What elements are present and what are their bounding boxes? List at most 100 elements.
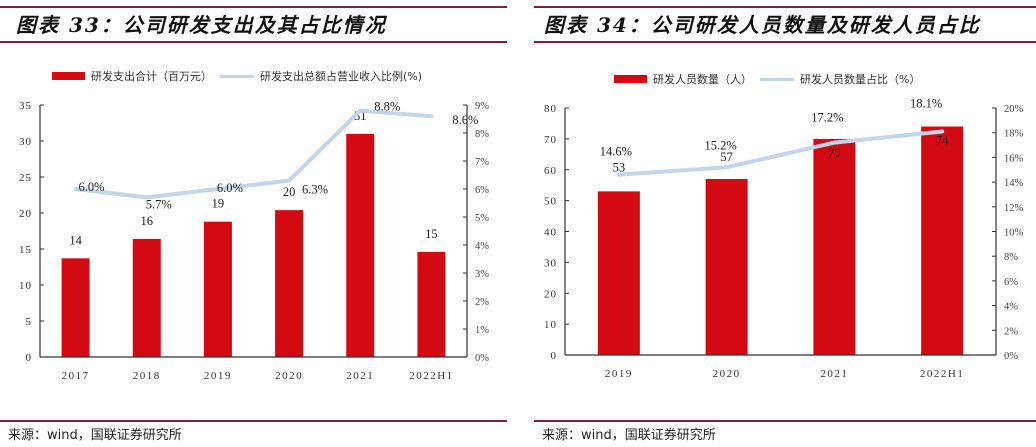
bar-value-label: 20: [283, 185, 296, 199]
rd-expense-chart: 0 5 10 15 20 25 30 35 0% 1% 2% 3% 4% 5% 6% 7% 8% 9% 14 16 19…: [19, 100, 489, 382]
line-value-label: 5.7%: [146, 197, 172, 211]
line-legend-swatch: [220, 74, 254, 78]
ratio-line: [616, 129, 945, 177]
rd-staff-panel: 图表 34：公司研发人员数量及研发人员占比 研发人员数量（人） 研发人员数量占比…: [534, 0, 1036, 447]
x-tick-label: 2021: [346, 370, 374, 382]
line-legend-label: 研发人员数量占比（%）: [800, 73, 921, 86]
left-y-tick-label: 5: [26, 316, 33, 328]
line-value-label: 8.8%: [374, 100, 400, 114]
line-value-label: 6.0%: [217, 181, 243, 195]
left-y-tick-label: 0: [551, 350, 558, 362]
right-y-tick-label: 9%: [475, 101, 489, 112]
x-tick-label: 2018: [133, 370, 161, 382]
right-y-tick-label: 8%: [1004, 252, 1018, 263]
left-y-tick-label: 60: [544, 165, 557, 177]
right-y-tick-label: 12%: [1004, 203, 1024, 214]
line-legend-swatch: [760, 77, 794, 81]
x-tick-label: 2022H1: [409, 370, 453, 382]
bar-value-label: 74: [936, 134, 949, 148]
bar-value-label: 19: [212, 197, 225, 211]
line-value-label: 18.1%: [910, 96, 942, 110]
left-y-tick-label: 25: [19, 172, 32, 184]
title-bottom-rule: [0, 41, 507, 43]
line-value-label: 17.2%: [811, 111, 843, 125]
bar-legend-swatch: [52, 72, 85, 80]
right-y-tick-label: 2%: [1004, 326, 1018, 337]
left-y-tick-label: 10: [544, 319, 557, 331]
bar-value-label: 70: [828, 146, 841, 160]
left-y-tick-label: 35: [19, 100, 32, 112]
ratio-line: [73, 108, 434, 200]
right-y-tick-label: 18%: [1004, 129, 1024, 140]
left-y-tick-label: 30: [544, 257, 557, 269]
line-value-label: 15.2%: [704, 138, 736, 152]
source-note: 来源：wind，国联证券研究所: [8, 428, 182, 443]
left-y-tick-label: 15: [19, 244, 32, 256]
source-rule: [534, 420, 1036, 422]
bar-value-label: 15: [425, 227, 438, 241]
x-tick-label: 2022H1: [920, 368, 964, 380]
line-legend-label: 研发支出总额占营业收入比例(%): [260, 70, 423, 83]
chart-legend: 研发支出合计（百万元） 研发支出总额占营业收入比例(%): [52, 68, 422, 84]
left-y-tick-label: 20: [19, 208, 32, 220]
chart-legend: 研发人员数量（人） 研发人员数量占比（%）: [614, 71, 920, 87]
bar: [203, 221, 232, 357]
left-y-tick-label: 10: [19, 280, 32, 292]
right-y-tick-label: 14%: [1004, 178, 1024, 189]
left-y-tick-label: 50: [544, 196, 557, 208]
left-y-tick-label: 0: [26, 352, 33, 364]
right-y-tick-label: 4%: [1004, 302, 1018, 313]
right-y-tick-label: 16%: [1004, 153, 1024, 164]
x-tick-label: 2021: [820, 368, 848, 380]
chart-title: 图表 34：公司研发人员数量及研发人员占比: [544, 13, 981, 37]
x-tick-label: 2019: [204, 370, 232, 382]
bar: [705, 179, 748, 355]
source-rule: [0, 420, 507, 422]
line-value-label: 6.0%: [79, 180, 105, 194]
bar: [417, 251, 446, 357]
x-tick-label: 2020: [713, 368, 741, 380]
x-tick-label: 2017: [62, 370, 90, 382]
left-y-tick-label: 40: [544, 227, 557, 239]
rd-expense-panel: 图表 33：公司研发支出及其占比情况 研发支出合计（百万元） 研发支出总额占营业…: [0, 0, 507, 447]
title-top-rule: [534, 6, 1036, 8]
rd-staff-chart: 0 10 20 30 40 50 60 70 80 0% 2% 4% 6% 8% 10% 12% 14% 16% 1…: [544, 96, 1024, 380]
bar: [346, 133, 375, 357]
right-y-tick-label: 20%: [1004, 104, 1024, 115]
left-y-tick-label: 20: [544, 288, 557, 300]
right-y-tick-label: 5%: [475, 213, 489, 224]
left-y-tick-label: 80: [544, 103, 557, 115]
right-y-tick-label: 4%: [475, 241, 489, 252]
title-top-rule: [0, 6, 507, 8]
line-value-label: 14.6%: [600, 145, 632, 159]
left-y-tick-label: 30: [19, 136, 32, 148]
chart-title: 图表 33：公司研发支出及其占比情况: [16, 13, 387, 37]
source-note: 来源：wind，国联证券研究所: [542, 428, 716, 443]
right-y-tick-label: 0%: [1004, 351, 1018, 362]
bar-legend-label: 研发支出合计（百万元）: [91, 70, 212, 83]
right-y-tick-label: 6%: [475, 185, 489, 196]
bar-legend-swatch: [614, 75, 647, 83]
x-tick-label: 2019: [605, 368, 633, 380]
bar: [132, 238, 161, 357]
x-tick-label: 2020: [275, 370, 303, 382]
right-y-tick-label: 2%: [475, 297, 489, 308]
right-y-tick-label: 6%: [1004, 277, 1018, 288]
bar: [597, 191, 640, 355]
right-y-tick-label: 10%: [1004, 228, 1024, 239]
bar-legend-label: 研发人员数量（人）: [653, 73, 752, 86]
bar: [61, 258, 90, 357]
right-y-tick-label: 3%: [475, 269, 489, 280]
right-y-tick-label: 7%: [475, 157, 489, 168]
bar: [813, 138, 856, 355]
bar: [275, 210, 304, 357]
bar-value-label: 14: [69, 233, 82, 247]
bar-value-label: 53: [613, 160, 626, 174]
bar-value-label: 16: [141, 214, 154, 228]
right-y-tick-label: 0%: [475, 353, 489, 364]
right-y-tick-label: 1%: [475, 325, 489, 336]
title-bottom-rule: [534, 41, 1036, 43]
bar: [921, 126, 964, 356]
right-y-tick-label: 8%: [475, 129, 489, 140]
left-y-tick-label: 70: [544, 134, 557, 146]
